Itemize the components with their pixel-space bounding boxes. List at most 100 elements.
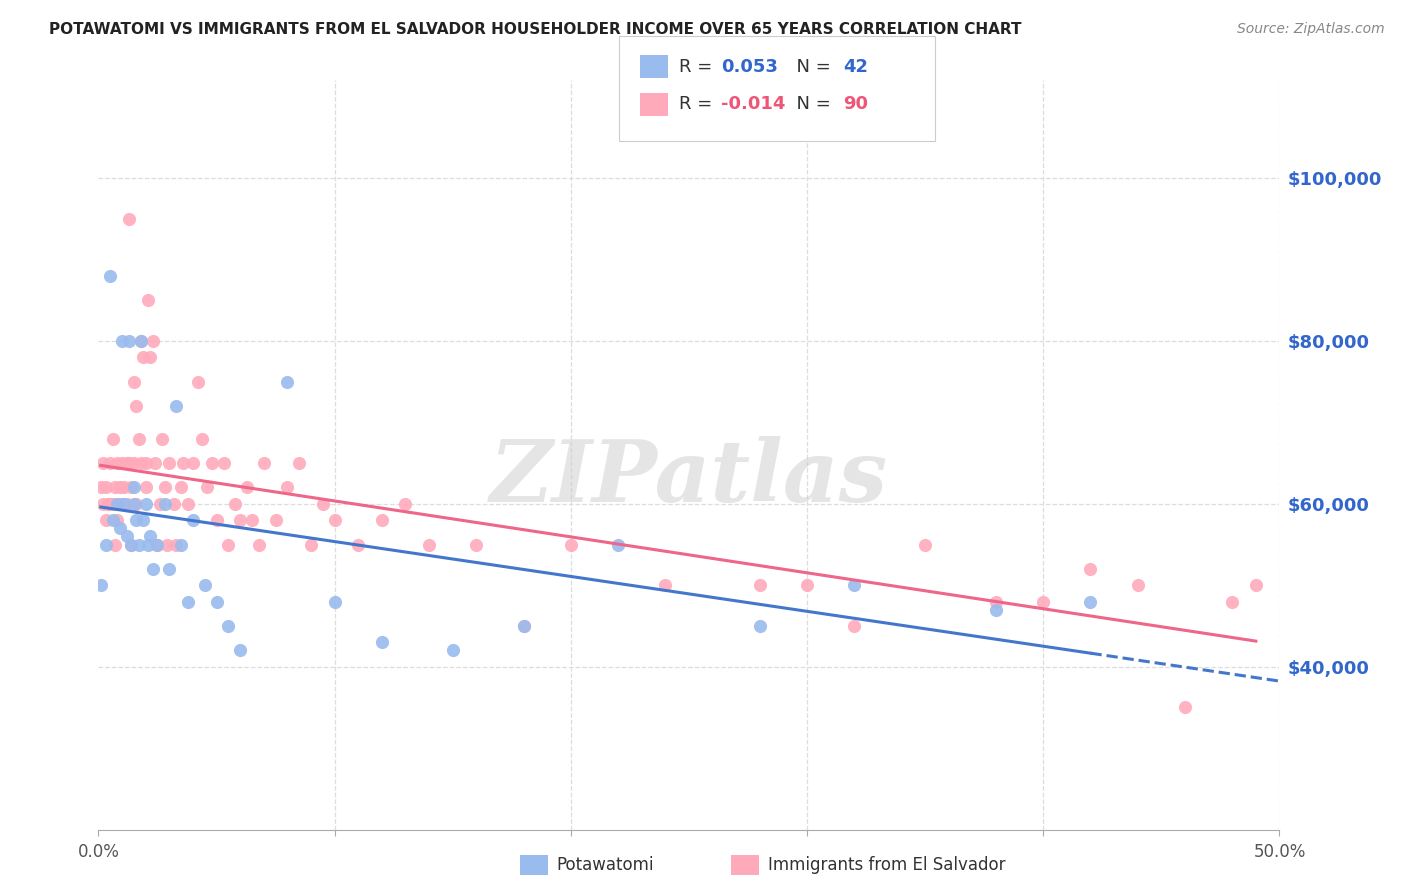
Point	[135, 497, 157, 511]
Point	[288, 456, 311, 470]
Point	[748, 578, 770, 592]
Point	[142, 334, 165, 348]
Point	[108, 481, 131, 495]
Point	[146, 537, 169, 551]
Point	[172, 456, 194, 470]
Point	[112, 497, 135, 511]
Point	[177, 594, 200, 608]
Point	[90, 481, 112, 495]
Point	[149, 497, 172, 511]
Text: R =: R =	[679, 95, 718, 113]
Point	[104, 481, 127, 495]
Point	[122, 456, 145, 470]
Point	[1080, 562, 1102, 576]
Point	[98, 456, 121, 470]
Point	[105, 456, 128, 470]
Text: POTAWATOMI VS IMMIGRANTS FROM EL SALVADOR HOUSEHOLDER INCOME OVER 65 YEARS CORRE: POTAWATOMI VS IMMIGRANTS FROM EL SALVADO…	[49, 22, 1022, 37]
Point	[97, 497, 120, 511]
Point	[177, 497, 200, 511]
Point	[229, 643, 252, 657]
Point	[98, 268, 121, 283]
Text: Potawatomi: Potawatomi	[557, 856, 654, 874]
Point	[128, 537, 150, 551]
Point	[512, 619, 534, 633]
Point	[187, 375, 209, 389]
Point	[512, 619, 534, 633]
Text: Source: ZipAtlas.com: Source: ZipAtlas.com	[1237, 22, 1385, 37]
Point	[115, 529, 138, 543]
Point	[94, 537, 117, 551]
Point	[212, 456, 235, 470]
Text: ZIPatlas: ZIPatlas	[489, 435, 889, 519]
Point	[229, 513, 252, 527]
Point	[150, 432, 173, 446]
Text: R =: R =	[679, 58, 718, 76]
Point	[1080, 594, 1102, 608]
Point	[91, 456, 114, 470]
Point	[194, 578, 217, 592]
Point	[323, 594, 346, 608]
Point	[108, 497, 131, 511]
Point	[240, 513, 263, 527]
Point	[844, 578, 866, 592]
Point	[129, 334, 152, 348]
Point	[118, 211, 141, 226]
Point	[139, 529, 162, 543]
Point	[1220, 594, 1243, 608]
Point	[111, 456, 134, 470]
Point	[135, 456, 157, 470]
Point	[90, 578, 112, 592]
Point	[122, 481, 145, 495]
Text: 90: 90	[844, 95, 869, 113]
Point	[143, 456, 166, 470]
Point	[195, 481, 218, 495]
Point	[1126, 578, 1149, 592]
Point	[205, 513, 228, 527]
Point	[1244, 578, 1267, 592]
Point	[170, 537, 193, 551]
Point	[111, 334, 134, 348]
Text: N =: N =	[785, 95, 837, 113]
Point	[217, 537, 239, 551]
Point	[125, 497, 148, 511]
Point	[607, 537, 630, 551]
Point	[201, 456, 224, 470]
Point	[142, 562, 165, 576]
Point	[94, 513, 117, 527]
Point	[181, 513, 204, 527]
Point	[91, 497, 114, 511]
Point	[118, 334, 141, 348]
Point	[101, 432, 124, 446]
Point	[312, 497, 335, 511]
Point	[560, 537, 582, 551]
Point	[122, 497, 145, 511]
Point	[125, 513, 148, 527]
Point	[224, 497, 246, 511]
Point	[1032, 594, 1054, 608]
Point	[441, 643, 464, 657]
Point	[347, 537, 370, 551]
Text: 42: 42	[844, 58, 869, 76]
Point	[394, 497, 416, 511]
Point	[121, 481, 143, 495]
Point	[129, 334, 152, 348]
Point	[157, 562, 180, 576]
Point	[105, 497, 128, 511]
Point	[115, 456, 138, 470]
Point	[465, 537, 488, 551]
Point	[105, 513, 128, 527]
Point	[115, 497, 138, 511]
Text: Immigrants from El Salvador: Immigrants from El Salvador	[768, 856, 1005, 874]
Point	[276, 481, 298, 495]
Point	[165, 537, 187, 551]
Point	[153, 481, 176, 495]
Point	[122, 375, 145, 389]
Point	[844, 619, 866, 633]
Point	[418, 537, 440, 551]
Point	[132, 350, 155, 364]
Point	[157, 456, 180, 470]
Point	[118, 456, 141, 470]
Point	[136, 537, 159, 551]
Point	[914, 537, 936, 551]
Point	[136, 293, 159, 308]
